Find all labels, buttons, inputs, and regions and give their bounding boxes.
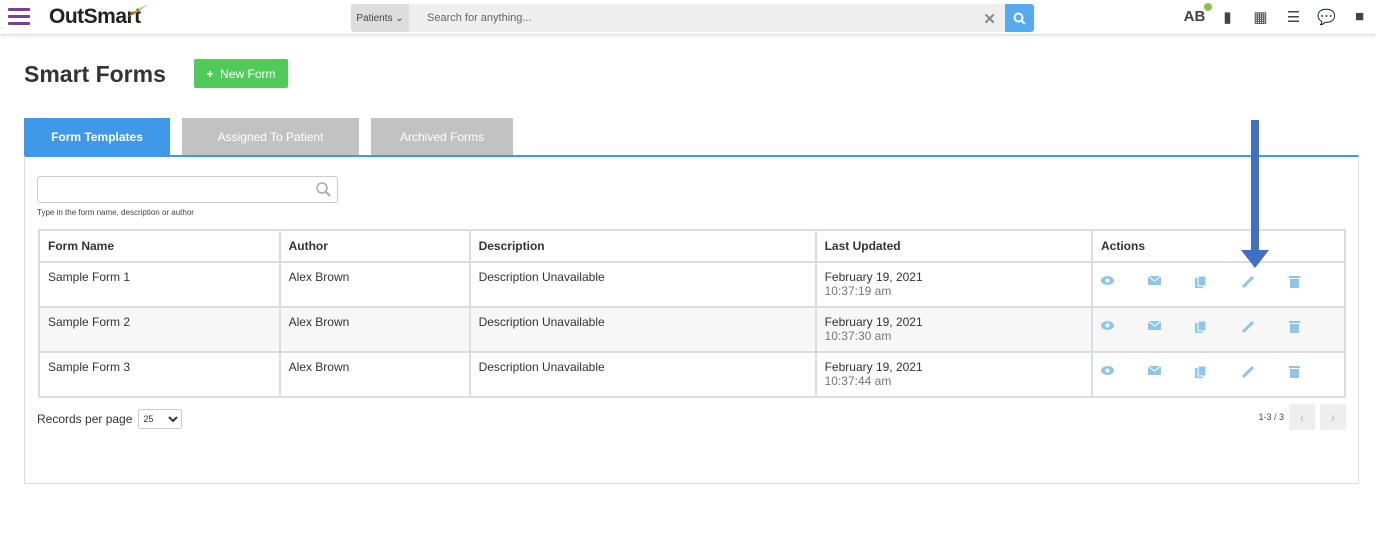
table-row: Sample Form 2 Alex Brown Description Una… <box>38 306 1346 353</box>
user-avatar[interactable]: AB <box>1178 3 1212 26</box>
form-name-cell[interactable]: Sample Form 1 <box>38 261 281 308</box>
chat-icon[interactable]: 💬 <box>1317 9 1336 26</box>
edit-pencil-icon[interactable] <box>1242 276 1289 288</box>
date: February 19, 2021 <box>824 360 923 374</box>
top-bar: OutSmart Patients ⌄ ✕ AB ▮ ▦ ☰ 💬 ■ <box>0 0 1376 35</box>
time: 10:37:19 am <box>824 284 892 298</box>
search-button[interactable] <box>1005 4 1034 32</box>
copy-icon[interactable] <box>1195 366 1242 378</box>
online-status-icon <box>1204 3 1212 11</box>
search-icon <box>315 181 331 202</box>
search-scope-label: Patients <box>356 12 393 24</box>
author-cell: Alex Brown <box>278 351 471 398</box>
note-icon[interactable]: ■ <box>1354 8 1365 25</box>
pagination: 1-3 / 3 ‹ › <box>1258 404 1346 430</box>
email-icon[interactable] <box>1148 366 1195 378</box>
clear-search-icon[interactable]: ✕ <box>983 11 996 28</box>
edit-pencil-icon[interactable] <box>1242 321 1289 333</box>
last-updated-cell: February 19, 2021 10:37:30 am <box>814 306 1094 353</box>
view-icon[interactable] <box>1101 321 1148 333</box>
view-icon[interactable] <box>1101 366 1148 378</box>
annotation-arrow-down-icon <box>1241 120 1269 268</box>
user-initials: AB <box>1183 8 1206 25</box>
document-icon[interactable]: ▮ <box>1223 9 1232 26</box>
tab-form-templates[interactable]: Form Templates <box>24 118 170 155</box>
tab-assigned-to-patient[interactable]: Assigned To Patient <box>182 118 359 155</box>
author-cell: Alex Brown <box>278 261 471 308</box>
trash-icon[interactable] <box>1289 366 1336 378</box>
last-updated-cell: February 19, 2021 10:37:44 am <box>814 351 1094 398</box>
page-title: Smart Forms <box>24 61 166 87</box>
date: February 19, 2021 <box>824 270 923 284</box>
plus-icon: + <box>206 66 214 81</box>
menu-icon[interactable] <box>8 8 30 26</box>
copy-icon[interactable] <box>1195 321 1242 333</box>
search-scope-dropdown[interactable]: Patients ⌄ <box>351 4 409 32</box>
new-form-label: New Form <box>220 66 276 81</box>
pagination-range: 1-3 / 3 <box>1258 412 1284 422</box>
records-per-page-select[interactable]: 25 <box>138 409 183 429</box>
description-cell: Description Unavailable <box>468 351 817 398</box>
column-header-last-updated[interactable]: Last Updated <box>814 229 1094 263</box>
column-header-description[interactable]: Description <box>468 229 817 263</box>
description-cell: Description Unavailable <box>468 261 817 308</box>
checklist-icon[interactable]: ☰ <box>1286 9 1301 26</box>
email-icon[interactable] <box>1148 321 1195 333</box>
calendar-icon[interactable]: ▦ <box>1253 9 1268 26</box>
forms-table: Form Name Author Description Last Update… <box>38 229 1346 398</box>
edit-pencil-icon[interactable] <box>1242 366 1289 378</box>
previous-page-button[interactable]: ‹ <box>1289 404 1315 430</box>
records-per-page: Records per page 25 <box>37 409 183 429</box>
form-name-cell[interactable]: Sample Form 2 <box>38 306 281 353</box>
email-icon[interactable] <box>1148 276 1195 288</box>
global-search: Patients ⌄ ✕ <box>351 4 1034 32</box>
trash-icon[interactable] <box>1289 276 1336 288</box>
last-updated-cell: February 19, 2021 10:37:19 am <box>814 261 1094 308</box>
author-cell: Alex Brown <box>278 306 471 353</box>
next-page-button[interactable]: › <box>1320 404 1346 430</box>
time: 10:37:30 am <box>824 329 892 343</box>
actions-cell <box>1091 351 1346 398</box>
logo-paper-plane-icon <box>125 4 149 18</box>
table-row: Sample Form 1 Alex Brown Description Una… <box>38 261 1346 308</box>
column-header-actions: Actions <box>1091 229 1346 263</box>
form-templates-panel: Type in the form name, description or au… <box>24 155 1359 484</box>
form-name-cell[interactable]: Sample Form 3 <box>38 351 281 398</box>
form-filter-input[interactable] <box>37 176 338 203</box>
column-header-form-name[interactable]: Form Name <box>38 229 281 263</box>
copy-icon[interactable] <box>1195 276 1242 288</box>
column-header-author[interactable]: Author <box>278 229 471 263</box>
view-icon[interactable] <box>1101 276 1148 288</box>
actions-cell <box>1091 306 1346 353</box>
trash-icon[interactable] <box>1289 321 1336 333</box>
time: 10:37:44 am <box>824 374 892 388</box>
brand-logo[interactable]: OutSmart <box>49 5 141 28</box>
filter-hint: Type in the form name, description or au… <box>37 208 194 217</box>
search-icon <box>1013 12 1026 25</box>
date: February 19, 2021 <box>824 315 923 329</box>
new-form-button[interactable]: + New Form <box>194 59 288 88</box>
tab-archived-forms[interactable]: Archived Forms <box>371 118 513 155</box>
global-search-input[interactable] <box>409 4 1005 32</box>
records-per-page-label: Records per page <box>37 412 133 426</box>
actions-cell <box>1091 261 1346 308</box>
table-row: Sample Form 3 Alex Brown Description Una… <box>38 351 1346 398</box>
description-cell: Description Unavailable <box>468 306 817 353</box>
